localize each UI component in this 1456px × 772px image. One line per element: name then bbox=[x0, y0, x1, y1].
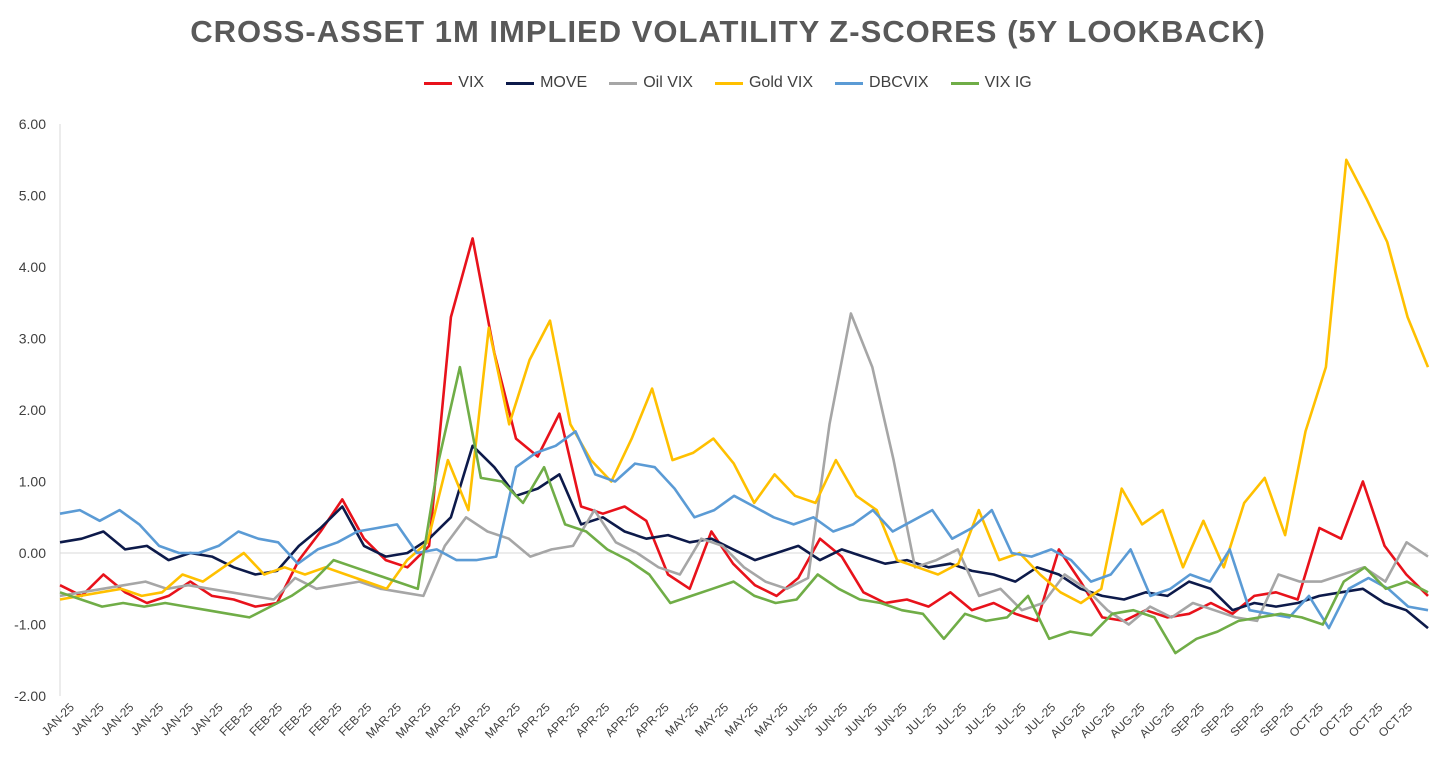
legend-label: Gold VIX bbox=[748, 74, 814, 91]
y-tick-label: 2.00 bbox=[19, 402, 46, 418]
legend-item: Oil VIX bbox=[609, 74, 693, 92]
series-line-move bbox=[59, 444, 1429, 630]
legend-swatch bbox=[609, 81, 638, 85]
legend-label: VIX bbox=[458, 74, 485, 91]
legend-swatch bbox=[714, 81, 743, 85]
legend-label: Oil VIX bbox=[643, 74, 693, 91]
y-tick-label: 0.00 bbox=[19, 545, 46, 561]
series-line-oil-vix bbox=[59, 312, 1429, 626]
chart-legend: VIX MOVE Oil VIX Gold VIX DBCVIX VIX IG bbox=[0, 74, 1456, 92]
legend-swatch bbox=[835, 81, 864, 85]
legend-label: VIX IG bbox=[984, 74, 1032, 91]
y-tick-label: 5.00 bbox=[19, 188, 46, 204]
legend-item: VIX IG bbox=[950, 74, 1032, 92]
legend-item: MOVE bbox=[506, 74, 587, 92]
x-tick-label: JUL-25 bbox=[932, 700, 969, 737]
x-tick-label: JUN-25 bbox=[871, 700, 910, 739]
legend-item: Gold VIX bbox=[714, 74, 814, 92]
y-tick-label: 1.00 bbox=[19, 474, 46, 490]
series-line-dbcvix bbox=[59, 430, 1429, 630]
legend-swatch bbox=[424, 81, 453, 85]
x-tick-label: JUL-25 bbox=[902, 700, 939, 737]
legend-swatch bbox=[506, 81, 535, 85]
y-tick-label: 6.00 bbox=[19, 116, 46, 132]
legend-label: DBCVIX bbox=[869, 74, 929, 91]
y-tick-label: -2.00 bbox=[14, 688, 46, 704]
y-tick-label: 3.00 bbox=[19, 331, 46, 347]
legend-swatch bbox=[950, 81, 979, 85]
legend-item: VIX bbox=[424, 74, 484, 92]
series-line-vix bbox=[59, 237, 1429, 623]
chart-title: CROSS-ASSET 1M IMPLIED VOLATILITY Z-SCOR… bbox=[190, 14, 1266, 49]
legend-item: DBCVIX bbox=[835, 74, 929, 92]
series-line-vix-ig bbox=[59, 365, 1429, 655]
x-tick-label: JUL-25 bbox=[991, 700, 1028, 737]
y-tick-label: -1.00 bbox=[14, 617, 46, 633]
x-tick-label: JUL-25 bbox=[962, 700, 999, 737]
y-tick-label: 4.00 bbox=[19, 259, 46, 275]
series-line-gold-vix bbox=[59, 158, 1430, 605]
legend-label: MOVE bbox=[540, 74, 588, 91]
x-tick-label: OCT-25 bbox=[1376, 700, 1416, 740]
